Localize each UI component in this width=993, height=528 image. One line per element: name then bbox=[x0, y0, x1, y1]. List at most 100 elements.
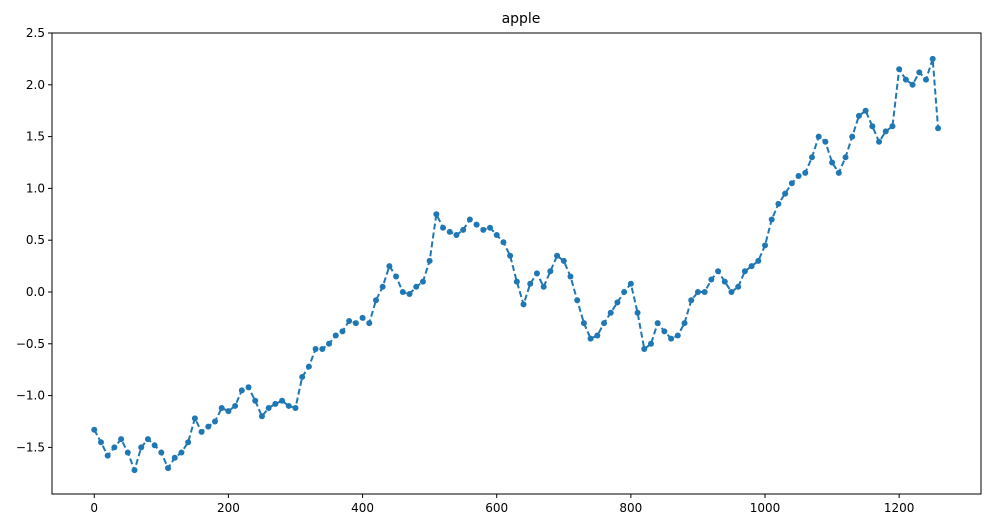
data-point bbox=[513, 278, 520, 285]
data-point bbox=[708, 276, 715, 283]
data-point bbox=[393, 273, 400, 280]
data-point bbox=[372, 297, 379, 304]
data-point bbox=[218, 405, 225, 412]
data-point bbox=[319, 345, 326, 352]
data-point bbox=[191, 415, 198, 422]
data-point bbox=[265, 405, 272, 412]
data-point bbox=[279, 397, 286, 404]
data-point bbox=[198, 428, 205, 435]
data-point bbox=[869, 123, 876, 130]
data-point bbox=[440, 224, 447, 231]
data-point bbox=[232, 402, 239, 409]
data-point bbox=[829, 159, 836, 166]
data-point bbox=[533, 270, 540, 277]
data-point bbox=[762, 242, 769, 249]
data-point bbox=[205, 423, 212, 430]
data-point bbox=[634, 309, 641, 316]
data-point bbox=[359, 314, 366, 321]
data-point bbox=[701, 288, 708, 295]
data-point bbox=[500, 239, 507, 246]
y-tick-label: 0.5 bbox=[26, 233, 45, 247]
data-point bbox=[272, 400, 279, 407]
data-point bbox=[822, 138, 829, 145]
data-point bbox=[909, 81, 916, 88]
data-point bbox=[896, 66, 903, 73]
data-point bbox=[627, 280, 634, 287]
data-point bbox=[118, 436, 125, 443]
data-point bbox=[580, 320, 587, 327]
data-point bbox=[916, 69, 923, 76]
x-tick-label: 200 bbox=[217, 501, 240, 515]
data-point bbox=[768, 216, 775, 223]
data-point bbox=[862, 107, 869, 114]
data-point bbox=[185, 439, 192, 446]
data-point bbox=[923, 76, 929, 83]
data-point bbox=[748, 263, 755, 270]
y-tick-label: 0.0 bbox=[26, 285, 45, 299]
data-point bbox=[808, 154, 815, 161]
data-point bbox=[507, 252, 514, 259]
data-point bbox=[540, 283, 547, 290]
data-point bbox=[111, 444, 118, 451]
data-point bbox=[91, 426, 98, 433]
data-point bbox=[741, 268, 748, 275]
data-point bbox=[795, 172, 802, 179]
y-tick-label: −0.5 bbox=[16, 337, 45, 351]
data-point bbox=[782, 190, 789, 197]
data-point bbox=[124, 449, 131, 456]
x-tick-label: 1200 bbox=[884, 501, 915, 515]
data-point bbox=[594, 332, 601, 339]
data-point bbox=[158, 449, 165, 456]
data-point bbox=[775, 200, 782, 207]
data-point bbox=[547, 268, 554, 275]
data-point bbox=[560, 257, 567, 264]
data-point bbox=[178, 449, 185, 456]
x-tick-label: 600 bbox=[485, 501, 508, 515]
y-tick-label: 2.5 bbox=[26, 26, 45, 40]
data-point bbox=[641, 345, 648, 352]
data-point bbox=[882, 128, 889, 135]
data-point bbox=[755, 257, 762, 264]
data-point bbox=[607, 309, 614, 316]
data-point bbox=[520, 301, 527, 308]
chart-title: apple bbox=[502, 11, 541, 27]
data-point bbox=[211, 418, 218, 425]
data-point bbox=[104, 452, 111, 459]
axes: 0 200 400 600 800 1000 1200 −1.5 −1.0 −0.5 0.0 0.5 1… bbox=[16, 26, 982, 515]
data-point bbox=[346, 318, 353, 324]
data-point bbox=[681, 320, 688, 327]
data-point bbox=[258, 413, 265, 420]
data-point bbox=[554, 252, 561, 259]
y-tick-label: 2.0 bbox=[26, 78, 45, 92]
data-point bbox=[735, 283, 742, 290]
x-tick-label: 0 bbox=[90, 501, 98, 515]
data-point bbox=[876, 138, 883, 145]
data-point bbox=[225, 408, 232, 415]
data-point bbox=[721, 278, 728, 285]
data-point bbox=[647, 340, 654, 347]
data-point bbox=[460, 226, 467, 233]
data-point bbox=[835, 169, 842, 176]
data-point bbox=[574, 297, 581, 304]
data-point bbox=[406, 291, 413, 298]
data-point bbox=[527, 280, 534, 287]
data-point bbox=[480, 226, 487, 233]
data-point bbox=[386, 263, 393, 270]
x-tick-label: 1000 bbox=[750, 501, 781, 515]
data-point bbox=[788, 180, 795, 187]
data-point bbox=[138, 444, 145, 451]
data-point bbox=[567, 273, 574, 280]
data-point bbox=[399, 288, 406, 295]
data-point bbox=[131, 467, 138, 474]
data-point bbox=[668, 335, 675, 342]
data-point bbox=[312, 345, 319, 352]
data-point bbox=[661, 328, 668, 335]
data-point bbox=[419, 278, 426, 285]
data-point bbox=[332, 332, 339, 339]
data-point bbox=[379, 283, 386, 290]
data-point bbox=[654, 320, 661, 327]
data-point bbox=[144, 436, 151, 443]
